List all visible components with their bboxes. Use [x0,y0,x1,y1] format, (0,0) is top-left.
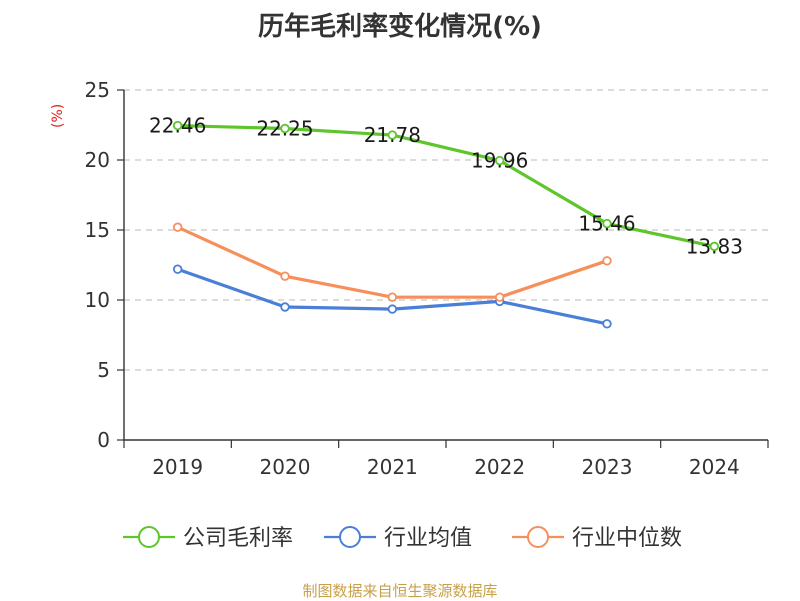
y-tick-label: 5 [97,358,110,382]
data-point [280,123,290,134]
data-point [172,120,183,131]
x-tick-label: 2019 [152,455,203,479]
data-point [494,155,505,166]
x-tick-label: 2021 [367,455,418,479]
data-point [387,292,398,302]
data-label: 13.83 [686,234,743,258]
series-line [177,225,608,299]
series-line [177,123,715,248]
legend-marker [527,526,549,548]
data-point [494,292,505,302]
legend-label: 行业中位数 [572,526,682,551]
data-point [172,222,183,232]
chart-title: 历年毛利率变化情况(%) [258,12,542,42]
data-label: 15.46 [578,212,635,236]
y-tick-label: 20 [85,148,110,172]
x-tick-label: 2024 [689,455,740,479]
legend-label: 行业均值 [384,526,472,551]
data-point [280,302,290,312]
data-label: 22.25 [256,117,313,141]
x-tick-label: 2020 [260,455,311,479]
x-tick-label: 2023 [582,455,633,479]
legend-marker [339,526,361,548]
data-label: 21.78 [364,123,421,147]
legend-label: 公司毛利率 [183,526,293,551]
data-label: 19.96 [471,149,528,173]
legend-marker [138,526,160,548]
data-point [602,218,612,229]
data-point [709,241,720,252]
x-tick-label: 2022 [474,455,525,479]
data-point [602,256,612,266]
data-point [280,271,290,281]
data-point [172,264,183,274]
data-label: 22.46 [149,114,206,138]
y-tick-label: 25 [85,78,110,102]
data-point [387,130,398,140]
y-tick-label: 10 [85,288,110,312]
y-tick-label: 0 [97,428,110,452]
y-tick-label: 15 [85,218,110,242]
data-point [387,304,398,314]
source-footer: 制图数据来自恒生聚源数据库 [302,582,498,600]
data-point [602,319,612,329]
